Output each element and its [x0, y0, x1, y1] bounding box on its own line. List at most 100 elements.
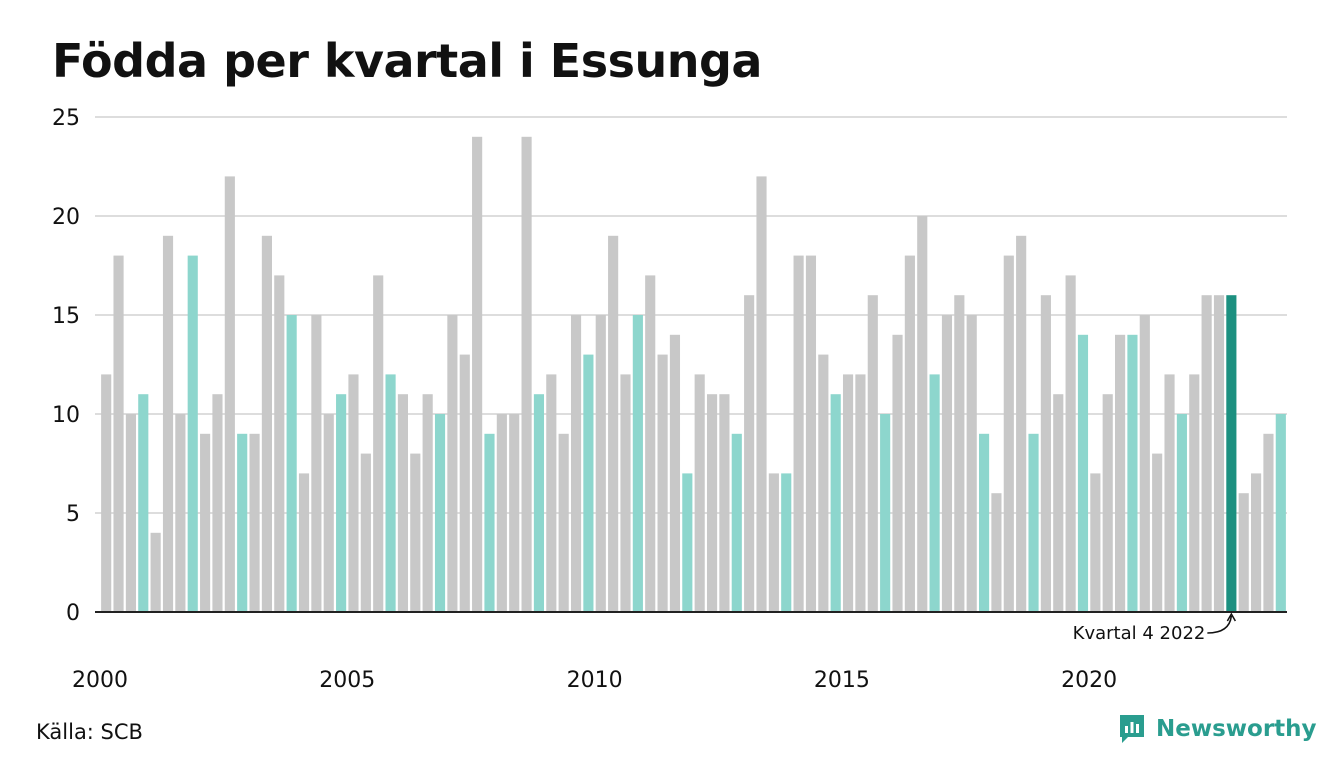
annotation-arrow — [1207, 615, 1233, 634]
bar — [336, 394, 347, 612]
bar — [954, 295, 965, 612]
bar — [410, 453, 421, 612]
x-tick-label: 2015 — [814, 668, 870, 693]
bar — [397, 394, 408, 612]
bar — [496, 414, 507, 612]
bar — [768, 473, 779, 612]
bar — [842, 374, 854, 612]
y-tick-label: 5 — [66, 502, 80, 527]
bar-chart: 0 5 10 15 20 25 2000 2005 2010 2015 2020 Kvartal 4… — [52, 106, 1287, 693]
bar — [1040, 295, 1051, 612]
y-tick-label: 20 — [52, 205, 80, 230]
bar — [1053, 394, 1064, 612]
bar — [434, 414, 446, 612]
bar — [447, 315, 458, 612]
x-tick-label: 2020 — [1061, 668, 1117, 693]
bar — [1102, 394, 1113, 612]
bar — [818, 354, 829, 612]
bar — [348, 374, 359, 612]
brand[interactable]: Newsworthy — [1118, 713, 1317, 745]
bar — [570, 315, 582, 612]
bar — [657, 354, 668, 612]
bar — [719, 394, 730, 612]
bar — [1028, 433, 1039, 612]
bar — [1238, 493, 1249, 612]
bar — [484, 433, 495, 612]
bar — [1213, 295, 1225, 612]
bar — [162, 235, 174, 613]
bar — [113, 255, 124, 612]
bar — [1016, 235, 1027, 613]
bar — [781, 473, 792, 612]
bar — [904, 255, 915, 612]
bar — [1077, 334, 1089, 612]
bar — [138, 394, 149, 612]
bar — [744, 295, 755, 612]
bar — [261, 235, 272, 613]
bar — [422, 394, 433, 612]
bar — [472, 136, 483, 613]
axes: 0 5 10 15 20 25 2000 2005 2010 2015 2020 — [52, 106, 1287, 693]
bar — [682, 473, 693, 612]
bar — [212, 394, 223, 612]
bar — [1176, 414, 1187, 612]
bar — [632, 315, 643, 612]
bar — [706, 394, 718, 612]
bar — [1275, 414, 1286, 612]
bar — [224, 176, 235, 612]
bar — [1152, 453, 1163, 612]
bar — [175, 414, 186, 612]
bar — [1090, 473, 1101, 612]
bar — [855, 374, 866, 612]
bar — [979, 433, 990, 612]
bar — [1139, 315, 1150, 612]
bar — [125, 414, 136, 612]
x-tick-label: 2000 — [72, 668, 128, 693]
bar — [731, 433, 742, 612]
bar — [546, 374, 557, 612]
bar — [286, 315, 297, 612]
bar — [311, 315, 322, 612]
bar — [1065, 275, 1076, 612]
bar — [645, 275, 656, 612]
annotation-layer: Kvartal 4 2022 — [1073, 612, 1237, 644]
annotation-label: Kvartal 4 2022 — [1073, 623, 1206, 644]
page-title: Födda per kvartal i Essunga — [52, 34, 762, 88]
bar — [200, 433, 211, 612]
bar — [669, 334, 681, 612]
bar — [793, 255, 804, 612]
bar — [756, 176, 767, 612]
bar — [459, 354, 470, 612]
bar — [1189, 374, 1200, 612]
y-tick-label: 0 — [66, 601, 80, 626]
bar — [1201, 295, 1212, 612]
bar — [929, 374, 940, 612]
y-tick-label: 15 — [52, 304, 80, 329]
bar — [187, 255, 198, 612]
bar — [533, 394, 545, 612]
annotation-arrowhead — [1226, 612, 1237, 622]
bar — [595, 315, 606, 612]
bar — [274, 275, 285, 612]
bar — [521, 136, 532, 613]
bar — [892, 334, 903, 612]
bar — [694, 374, 705, 612]
bar — [101, 374, 112, 612]
bar — [150, 532, 161, 612]
bar — [1164, 374, 1175, 612]
bar — [941, 315, 953, 612]
brand-name: Newsworthy — [1156, 716, 1317, 742]
bar — [1127, 334, 1138, 612]
bar — [373, 275, 384, 612]
bar — [298, 473, 310, 612]
bar — [805, 255, 817, 612]
bar — [1115, 334, 1126, 612]
bar — [237, 433, 248, 612]
bars — [101, 136, 1286, 613]
source-label: Källa: SCB — [36, 720, 143, 744]
bar — [608, 235, 619, 613]
x-tick-label: 2005 — [319, 668, 375, 693]
bar — [249, 433, 260, 612]
x-tick-label: 2010 — [567, 668, 623, 693]
bar — [558, 433, 569, 612]
